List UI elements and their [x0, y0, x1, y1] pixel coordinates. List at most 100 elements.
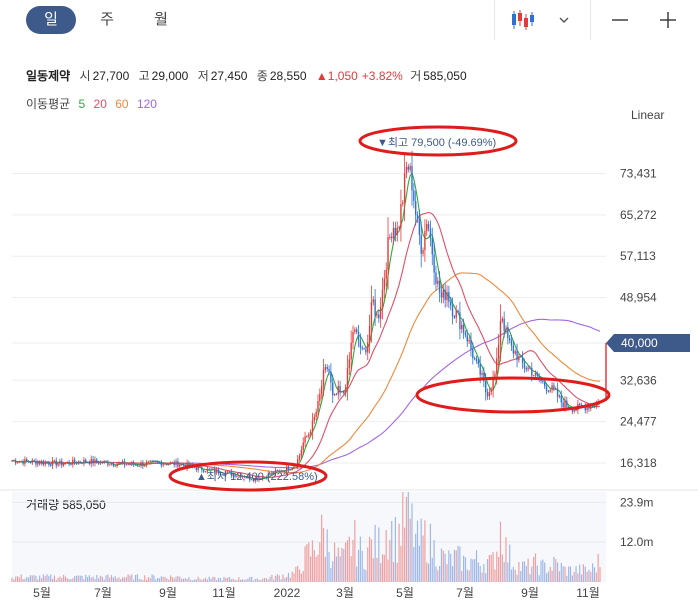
volume-bar — [265, 578, 267, 582]
candle-body — [145, 462, 148, 466]
candle-body — [363, 348, 365, 350]
candle-body — [525, 368, 527, 370]
volume-bar — [483, 563, 485, 582]
volume-bar — [490, 554, 492, 582]
candle-body — [317, 401, 319, 412]
volume-bar — [85, 574, 87, 582]
candle-body — [120, 462, 122, 464]
candle-body — [206, 468, 209, 472]
volume-bar — [26, 576, 28, 582]
ma-20[interactable]: 20 — [93, 97, 107, 111]
candle-body — [188, 463, 190, 467]
volume-bar — [66, 578, 68, 582]
candle-body — [278, 470, 280, 472]
volume-bar — [562, 566, 564, 582]
candle-body — [261, 477, 264, 480]
volume-bar — [112, 577, 114, 582]
tab-week[interactable]: 주 — [100, 11, 114, 28]
plus-icon[interactable] — [654, 6, 682, 34]
volume-bar — [564, 566, 566, 582]
volume-bar — [420, 518, 422, 582]
volume-bar — [510, 569, 513, 582]
candle-body — [343, 391, 345, 394]
volume-bar — [251, 576, 253, 582]
y-tick-label: 32,636 — [620, 373, 657, 387]
ma-60[interactable]: 60 — [115, 97, 129, 111]
volume-bar — [359, 536, 361, 582]
volume-bar — [234, 579, 236, 582]
volume-bar — [247, 578, 249, 582]
volume-bar — [289, 577, 291, 582]
tab-day[interactable]: 일 — [26, 6, 76, 34]
volume-bar — [503, 561, 505, 582]
volume-bar — [22, 578, 24, 582]
candle-body — [451, 305, 454, 317]
candle-body — [22, 461, 24, 464]
volume-bar — [297, 565, 299, 582]
tab-month[interactable]: 월 — [154, 11, 168, 28]
candle-body — [426, 224, 428, 231]
volume-bar — [481, 572, 483, 582]
volume-bar — [464, 557, 467, 582]
volume-label: 거 — [410, 69, 422, 83]
volume-bar — [545, 573, 548, 582]
candle-body — [547, 391, 550, 393]
open-value: 27,700 — [92, 69, 130, 83]
volume-bar — [190, 579, 192, 582]
candle-body — [326, 366, 328, 369]
x-tick-label: 9월 — [521, 586, 539, 600]
candle-body — [234, 474, 236, 477]
y-tick-label: 48,954 — [620, 291, 657, 305]
volume-bar — [433, 540, 435, 582]
low-annotation: ▲최저 12,400 (222.58%) — [196, 470, 318, 483]
candle-body — [505, 328, 507, 331]
volume-bar — [92, 576, 94, 582]
volume-tick-label: 12.0m — [620, 535, 653, 549]
candle-body — [81, 462, 83, 464]
candle-body — [50, 464, 52, 466]
volume-bar — [53, 575, 55, 582]
volume-bar — [311, 540, 314, 582]
candle-body — [475, 358, 478, 361]
volume-bar — [536, 565, 538, 582]
candle-body — [131, 462, 133, 465]
candle-body — [166, 463, 168, 465]
volume-bar — [40, 578, 43, 582]
high-label: 고 — [138, 69, 150, 83]
candle-body — [142, 462, 144, 467]
chevron-down-icon[interactable] — [556, 6, 572, 34]
volume-bar — [35, 575, 37, 582]
low-highlight-ellipse — [168, 460, 328, 492]
candle-body — [125, 464, 127, 466]
volume-bar — [98, 578, 100, 582]
volume-bar — [11, 577, 13, 582]
candle-body — [354, 329, 356, 333]
volume-bar — [448, 550, 450, 582]
candle-body — [455, 310, 457, 318]
scale-mode-toggle[interactable]: Linear — [631, 108, 665, 122]
volume-bar — [547, 571, 549, 582]
ma-5[interactable]: 5 — [78, 97, 86, 111]
candle-body — [337, 385, 339, 395]
candle-body — [138, 465, 140, 467]
candle-body — [440, 292, 443, 298]
candle-body — [274, 470, 277, 474]
candle-body — [510, 340, 513, 346]
volume-bar — [123, 577, 126, 582]
volume-bar — [239, 579, 242, 582]
volume-bar — [33, 575, 35, 582]
candlestick-icon[interactable] — [508, 6, 538, 34]
volume-bar — [228, 577, 231, 582]
minus-icon[interactable] — [606, 6, 634, 34]
candle-body — [374, 299, 376, 316]
volume-bar — [324, 556, 326, 582]
ma-120[interactable]: 120 — [136, 97, 157, 111]
volume-bar — [577, 573, 579, 582]
volume-bar — [216, 580, 218, 582]
x-tick-label: 2022 — [274, 586, 301, 600]
candle-body — [99, 461, 102, 464]
candle-body — [479, 364, 481, 375]
volume-bar — [542, 559, 544, 582]
volume-bar — [544, 562, 546, 582]
